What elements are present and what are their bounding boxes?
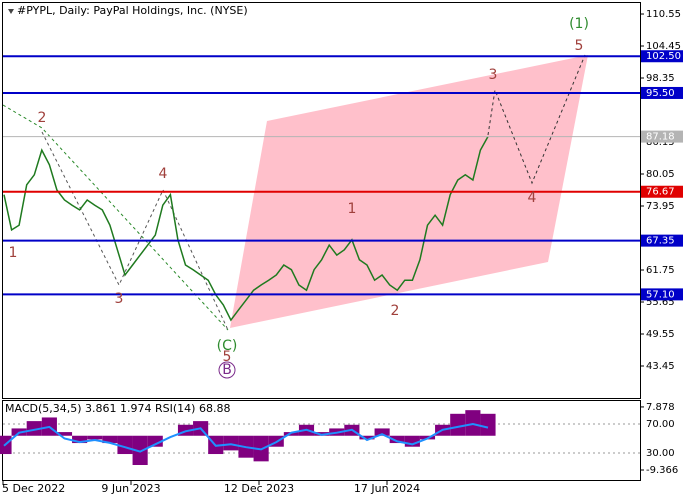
level-label: 67.35 <box>646 236 675 247</box>
wave-label: 3 <box>115 291 124 307</box>
x-tick-label: 12 Dec 2023 <box>224 482 294 495</box>
wave-label: 5 <box>575 38 584 54</box>
wave-label: 1 <box>348 201 357 217</box>
wave-label: 2 <box>38 110 47 126</box>
level-tag <box>641 50 683 63</box>
x-tick-label: 5 Dec 2022 <box>2 482 65 495</box>
macd-bar <box>283 432 299 436</box>
wave-label: B <box>222 362 232 378</box>
level-tag <box>641 185 683 198</box>
y-tick-label: 61.75 <box>646 265 675 276</box>
macd-bar <box>56 432 73 436</box>
macd-bar <box>177 424 194 436</box>
level-label: 57.10 <box>646 289 675 300</box>
chart-title: #PYPL, Daily: PayPal Holdings, Inc. (NYS… <box>17 4 248 17</box>
indicator-title: MACD(5,34,5) 3.861 1.974 RSI(14) 68.88 <box>5 402 230 415</box>
macd-bar <box>87 435 103 440</box>
wave-label: 5 <box>223 349 232 365</box>
y-tick-label: 80.05 <box>646 169 675 180</box>
wave-circle <box>218 361 236 379</box>
icon <box>8 9 14 14</box>
macd-bar <box>480 413 496 436</box>
level-tag <box>641 130 683 143</box>
wave-label: (1) <box>569 16 589 32</box>
macd-bar <box>389 435 405 444</box>
y2-tick-label: 70.00 <box>646 419 675 430</box>
y-tick-label: 104.45 <box>646 41 681 52</box>
macd-bar <box>147 435 163 447</box>
plot-border <box>2 2 641 399</box>
y-tick-label: 98.35 <box>646 73 675 84</box>
macd-bar <box>450 413 466 436</box>
x-tick-label: 9 Jun 2023 <box>101 482 160 495</box>
macd-bar <box>359 435 375 440</box>
level-label: 87.18 <box>646 132 675 143</box>
macd-bar <box>72 435 88 444</box>
macd-bar <box>223 435 239 451</box>
y2-tick-label: 30.00 <box>646 448 675 459</box>
level-label: 102.50 <box>646 51 681 62</box>
level-label: 76.67 <box>646 187 675 198</box>
macd-bar <box>117 435 133 455</box>
y-tick-label: -9.366 <box>646 465 678 476</box>
macd-bar <box>404 435 420 447</box>
wave-line <box>2 104 229 331</box>
y-tick-label: 73.95 <box>646 201 675 212</box>
y-tick-label: 49.55 <box>646 329 675 340</box>
macd-bar <box>102 435 118 444</box>
level-tag <box>641 234 683 247</box>
macd-bar <box>132 435 148 466</box>
y-tick-label: 110.55 <box>646 9 681 20</box>
wave-label: 4 <box>159 166 168 182</box>
macd-bar <box>374 428 390 436</box>
wave-label: 2 <box>391 303 400 319</box>
wave-label: 4 <box>528 190 537 206</box>
y-tick-label: 7.878 <box>646 402 675 413</box>
wave-label: (C) <box>217 338 238 354</box>
y-tick-label: 43.45 <box>646 361 675 372</box>
x-tick-label: 17 Jun 2024 <box>354 482 420 495</box>
level-tag <box>641 288 683 301</box>
price-line <box>3 136 489 322</box>
macd-bar <box>26 421 42 436</box>
rsi-line <box>3 422 489 453</box>
macd-bar <box>465 410 481 436</box>
level-tag <box>641 86 683 99</box>
wave-label: 3 <box>489 67 498 83</box>
y-tick-label: 55.65 <box>646 297 675 308</box>
wave-label: 1 <box>9 245 18 261</box>
level-label: 95.50 <box>646 88 675 99</box>
